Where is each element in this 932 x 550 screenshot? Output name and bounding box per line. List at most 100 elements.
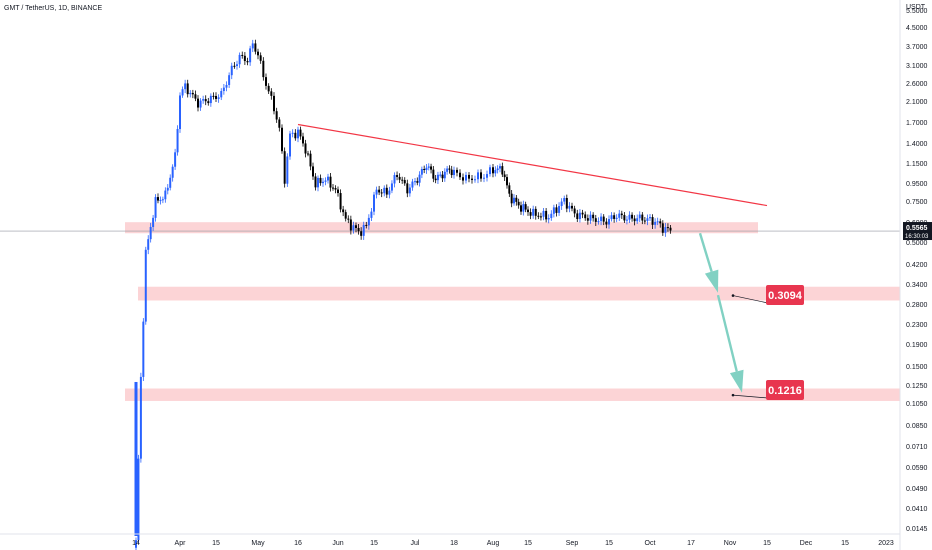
candle-body (352, 225, 355, 231)
candle-body (441, 174, 444, 179)
candle-body (144, 249, 147, 322)
candle-body (286, 156, 289, 184)
candle-body (515, 197, 518, 202)
candle-body (649, 217, 651, 219)
x-tick-label: 17 (687, 540, 695, 547)
candle-body (184, 83, 187, 90)
candle-body (344, 212, 347, 219)
candle-body (222, 87, 225, 92)
candle-body (388, 190, 391, 195)
candle-body (468, 174, 470, 179)
candle-body (403, 180, 406, 184)
candle-body (212, 95, 215, 97)
y-tick-label: 4.5000 (906, 25, 928, 32)
candle-body (443, 171, 446, 179)
candle-body (299, 129, 302, 137)
candle-body (664, 227, 667, 233)
candle-body (225, 84, 228, 88)
candle-body (489, 167, 491, 175)
candle-body (560, 201, 563, 207)
candle-body (610, 215, 613, 220)
candle-body (661, 223, 664, 233)
candle-body (638, 214, 641, 219)
candle-body (243, 55, 246, 62)
candle-body (181, 89, 184, 96)
candle-body (492, 167, 494, 174)
candle-body (312, 166, 314, 177)
x-tick-label: 15 (212, 540, 220, 547)
candle-body (191, 92, 194, 95)
current-price-label: 0.5565 (906, 225, 928, 232)
candle-body (534, 208, 537, 216)
candle-body (471, 178, 473, 180)
candle-body (329, 176, 332, 188)
y-tick-label: 1.4000 (906, 141, 928, 148)
candle-body (474, 179, 476, 181)
candle-body (174, 152, 177, 167)
x-tick-label: 15 (763, 540, 771, 547)
candle-body (401, 179, 404, 181)
candle-body (339, 193, 342, 210)
candle-body (499, 166, 501, 169)
y-tick-label: 0.3400 (906, 282, 928, 289)
candle-body (297, 129, 299, 139)
candle-body (289, 133, 291, 157)
candle-body (628, 214, 631, 220)
candle-body (273, 95, 275, 112)
candle-body (166, 187, 169, 191)
target-badge-label: 0.3094 (768, 290, 803, 302)
candle-body (414, 181, 416, 183)
candle-body (586, 218, 589, 221)
candle-body (259, 55, 262, 61)
candle-body (209, 95, 212, 104)
projection-arrow-shaft (698, 232, 713, 272)
candle-body (555, 207, 558, 213)
target-leader-dot (731, 294, 735, 297)
x-tick-label: Jun (332, 540, 343, 547)
candle-body (486, 174, 488, 178)
candle-body (294, 132, 297, 139)
candle-body (416, 181, 419, 183)
y-tick-label: 0.0590 (906, 465, 928, 472)
candle-body (620, 213, 623, 216)
candle-body (406, 183, 409, 194)
candle-body (197, 98, 199, 108)
candle-body (254, 43, 257, 52)
countdown-label: 16:30:03 (905, 234, 929, 240)
candle-body (430, 166, 433, 170)
candle-body (164, 190, 167, 200)
candle-body (656, 221, 659, 223)
y-tick-label: 0.0710 (906, 444, 928, 451)
candle-body (631, 214, 634, 219)
candle-body (506, 177, 508, 186)
candle-body (483, 177, 485, 179)
x-tick-label: Jul (411, 540, 420, 547)
candle-body (539, 216, 542, 218)
candle-body (319, 177, 322, 184)
candle-body (520, 205, 522, 212)
candle-body (171, 166, 174, 178)
y-tick-label: 5.5000 (906, 8, 928, 15)
candle-body (641, 214, 644, 221)
candle-body (576, 213, 579, 220)
candle-body (643, 220, 646, 222)
candle-body (383, 187, 386, 194)
candle-body (398, 176, 401, 180)
candle-body (149, 226, 152, 240)
candle-body (332, 187, 334, 189)
candle-body (545, 210, 548, 220)
candle-body (134, 381, 138, 536)
y-tick-label: 0.5000 (906, 240, 928, 247)
trendline (297, 123, 768, 207)
candle-body (220, 91, 223, 98)
annotations: 0.3094 0.1216 0.5565 16:30:03 (297, 123, 932, 400)
candle-body (202, 99, 205, 101)
candle-body (571, 205, 573, 209)
candle-body (265, 77, 267, 86)
candle-body (142, 321, 145, 377)
candle-body (281, 127, 283, 152)
candle-body (439, 174, 442, 176)
candle-body (233, 65, 236, 67)
candle-body (228, 75, 231, 85)
